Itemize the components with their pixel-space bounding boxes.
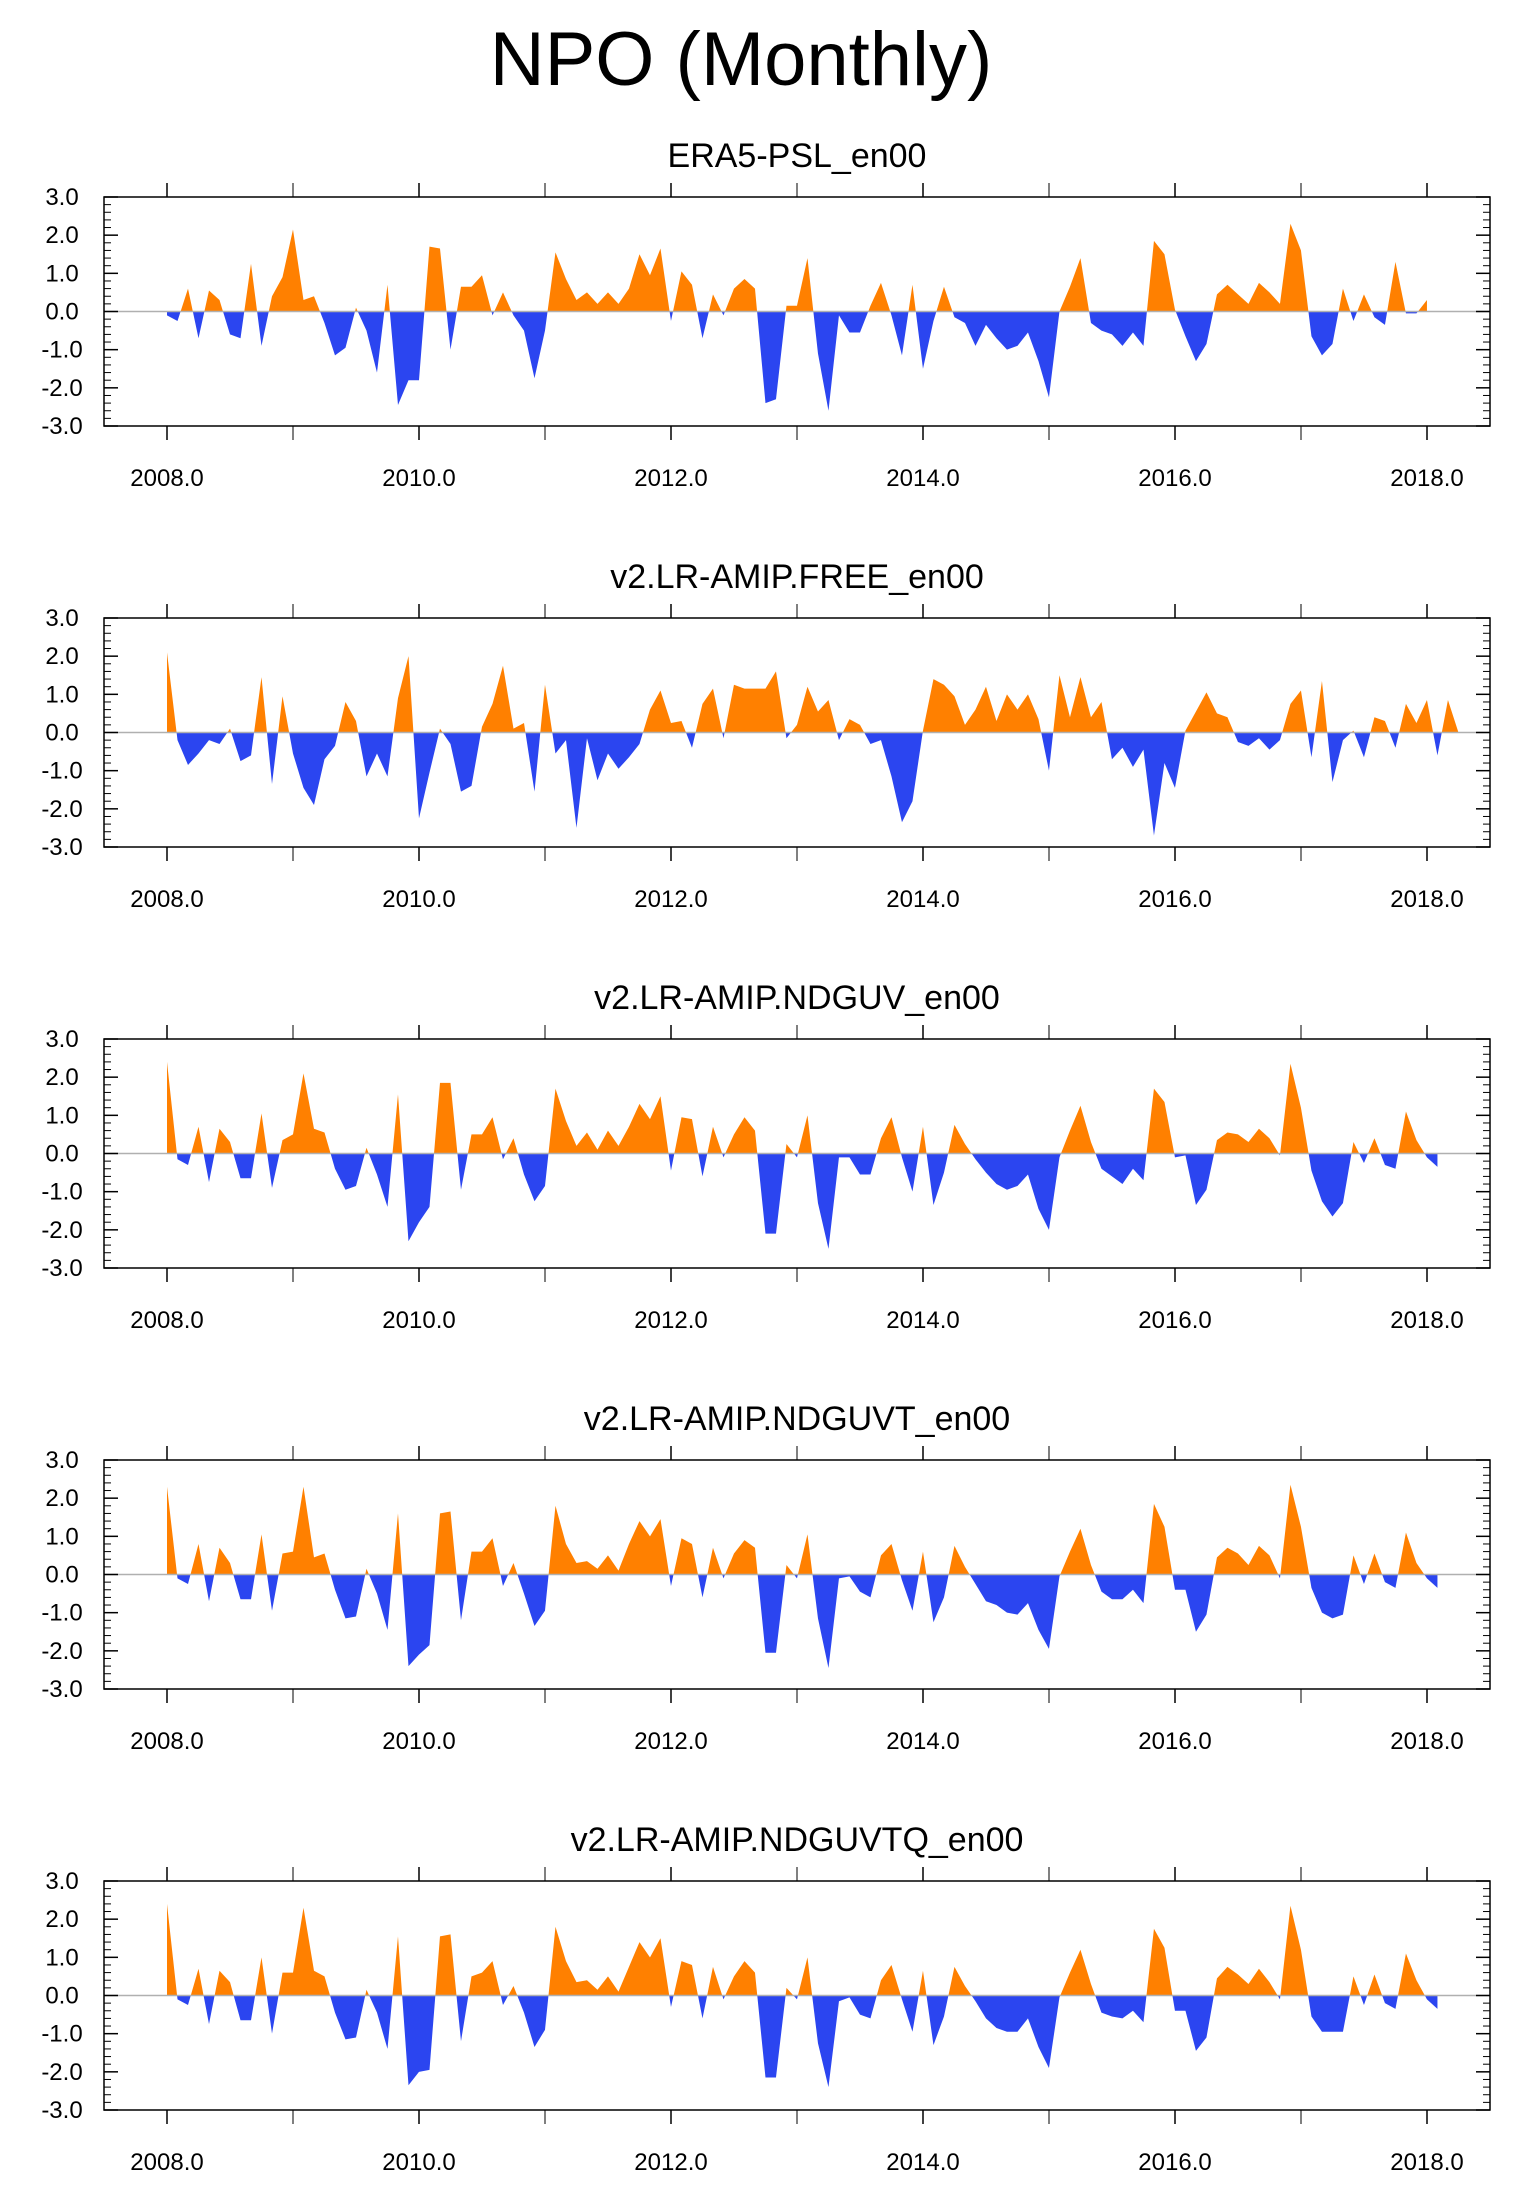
y-tick-label: -1.0 — [41, 1179, 82, 1206]
y-tick-label: 1.0 — [45, 1102, 78, 1129]
x-tick-label: 2008.0 — [130, 465, 203, 492]
x-tick-label: 2018.0 — [1390, 2149, 1463, 2176]
chart-panel-1: ERA5-PSL_en00 3.0 2.0 1.0 0.0 -1.0 -2.0 -3.0 200… — [41, 137, 1491, 492]
y-tick-label: -1.0 — [41, 337, 82, 364]
x-tick-label: 2010.0 — [382, 465, 455, 492]
x-tick-label: 2012.0 — [634, 1728, 707, 1755]
x-tick-label: 2016.0 — [1138, 886, 1211, 913]
y-tick-label: 0.0 — [45, 1141, 78, 1168]
positive-area — [167, 1903, 1438, 1996]
negative-area — [167, 1574, 1438, 1669]
y-tick-label: 2.0 — [45, 1485, 78, 1512]
y-tick-label: -2.0 — [41, 1217, 82, 1244]
y-tick-label: 0.0 — [45, 720, 78, 747]
positive-area — [167, 223, 1427, 312]
y-tick-label: 2.0 — [45, 1064, 78, 1091]
x-tick-label: 2014.0 — [886, 465, 959, 492]
x-tick-label: 2018.0 — [1390, 465, 1463, 492]
x-tick-label: 2018.0 — [1390, 1728, 1463, 1755]
y-tick-label: -3.0 — [41, 1255, 82, 1282]
y-tick-label: 1.0 — [45, 260, 78, 287]
y-tick-label: -3.0 — [41, 413, 82, 440]
chart-panels: ERA5-PSL_en00 3.0 2.0 1.0 0.0 -1.0 -2.0 -3.0 200… — [41, 137, 1491, 2176]
x-tick-label: 2012.0 — [634, 886, 707, 913]
panel-title: v2.LR-AMIP.NDGUVT_en00 — [584, 1400, 1010, 1438]
y-tick-label: -1.0 — [41, 1600, 82, 1627]
panel-title: v2.LR-AMIP.NDGUVTQ_en00 — [571, 1821, 1024, 1859]
x-tick-label: 2016.0 — [1138, 1728, 1211, 1755]
x-tick-label: 2016.0 — [1138, 2149, 1211, 2176]
x-tick-label: 2014.0 — [886, 2149, 959, 2176]
x-tick-label: 2016.0 — [1138, 1307, 1211, 1334]
y-tick-label: 3.0 — [45, 1868, 78, 1895]
y-tick-label: 3.0 — [45, 1447, 78, 1474]
y-tick-label: -2.0 — [41, 796, 82, 823]
y-tick-label: 0.0 — [45, 1983, 78, 2010]
y-tick-label: 0.0 — [45, 1562, 78, 1589]
y-tick-label: 2.0 — [45, 222, 78, 249]
x-tick-label: 2010.0 — [382, 1307, 455, 1334]
y-tick-label: -2.0 — [41, 2059, 82, 2086]
x-tick-label: 2008.0 — [130, 1307, 203, 1334]
x-tick-label: 2014.0 — [886, 1307, 959, 1334]
panel-title: v2.LR-AMIP.FREE_en00 — [610, 558, 984, 596]
y-tick-label: 0.0 — [45, 299, 78, 326]
negative-area — [167, 732, 1459, 836]
y-tick-label: 3.0 — [45, 605, 78, 632]
x-tick-label: 2016.0 — [1138, 465, 1211, 492]
x-tick-label: 2014.0 — [886, 1728, 959, 1755]
x-tick-label: 2012.0 — [634, 1307, 707, 1334]
x-tick-label: 2008.0 — [130, 1728, 203, 1755]
x-tick-label: 2014.0 — [886, 886, 959, 913]
x-tick-label: 2010.0 — [382, 2149, 455, 2176]
negative-area — [167, 1153, 1438, 1249]
figure-title: NPO (Monthly) — [490, 17, 993, 102]
chart-panel-3: v2.LR-AMIP.NDGUV_en00 3.0 2.0 1.0 0.0 -1.0 -2.… — [41, 979, 1491, 1334]
y-tick-label: -3.0 — [41, 834, 82, 861]
chart-panel-5: v2.LR-AMIP.NDGUVTQ_en00 3.0 2.0 1.0 0.0 -1.0 -… — [41, 1821, 1491, 2176]
y-tick-label: 1.0 — [45, 681, 78, 708]
y-tick-label: -3.0 — [41, 2097, 82, 2124]
x-tick-label: 2010.0 — [382, 886, 455, 913]
x-tick-label: 2012.0 — [634, 2149, 707, 2176]
x-tick-label: 2008.0 — [130, 2149, 203, 2176]
y-tick-label: 2.0 — [45, 1906, 78, 1933]
panel-title: v2.LR-AMIP.NDGUV_en00 — [594, 979, 1000, 1017]
positive-area — [167, 1061, 1438, 1154]
x-tick-label: 2018.0 — [1390, 886, 1463, 913]
x-tick-label: 2012.0 — [634, 465, 707, 492]
chart-panel-2: v2.LR-AMIP.FREE_en00 3.0 2.0 1.0 0.0 -1.0 -2.0… — [41, 558, 1491, 913]
panel-title: ERA5-PSL_en00 — [668, 137, 927, 175]
y-tick-label: 1.0 — [45, 1523, 78, 1550]
positive-area — [167, 652, 1459, 733]
y-tick-label: -3.0 — [41, 1676, 82, 1703]
y-tick-label: 3.0 — [45, 1026, 78, 1053]
x-tick-label: 2008.0 — [130, 886, 203, 913]
y-tick-label: 3.0 — [45, 184, 78, 211]
negative-area — [167, 1995, 1438, 2088]
y-tick-label: -2.0 — [41, 375, 82, 402]
y-tick-label: -2.0 — [41, 1638, 82, 1665]
y-tick-label: -1.0 — [41, 2021, 82, 2048]
positive-area — [167, 1484, 1438, 1575]
chart-panel-4: v2.LR-AMIP.NDGUVT_en00 3.0 2.0 1.0 0.0 -1.0 -2… — [41, 1400, 1491, 1755]
x-tick-label: 2010.0 — [382, 1728, 455, 1755]
y-tick-label: 1.0 — [45, 1944, 78, 1971]
y-tick-label: 2.0 — [45, 643, 78, 670]
y-tick-label: -1.0 — [41, 758, 82, 785]
x-tick-label: 2018.0 — [1390, 1307, 1463, 1334]
negative-area — [167, 311, 1427, 411]
